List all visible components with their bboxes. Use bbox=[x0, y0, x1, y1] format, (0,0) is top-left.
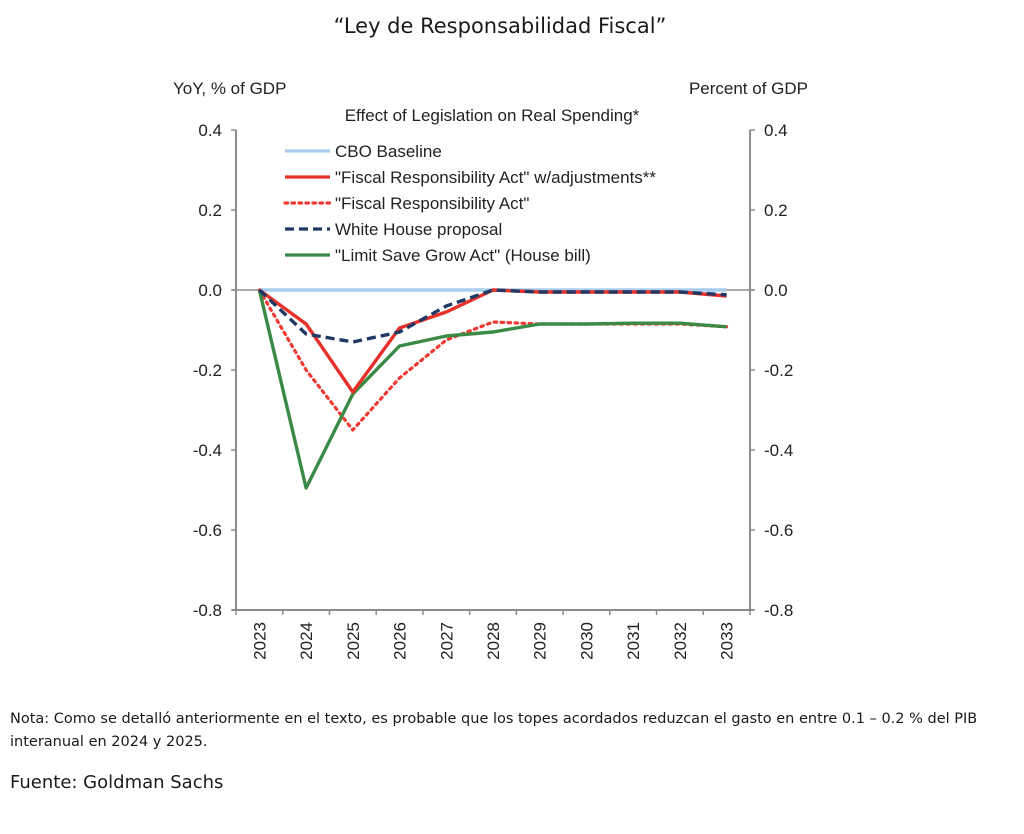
x-tick-label: 2033 bbox=[718, 622, 737, 660]
legend-label: "Fiscal Responsibility Act" bbox=[335, 194, 529, 213]
chart: YoY, % of GDP Percent of GDP Effect of L… bbox=[173, 79, 808, 660]
source-text: Fuente: Goldman Sachs bbox=[10, 772, 224, 793]
note-text: Nota: Como se detalló anteriormente en e… bbox=[10, 711, 978, 750]
legend-label: "Limit Save Grow Act" (House bill) bbox=[335, 246, 591, 265]
series-line-1 bbox=[258, 288, 727, 394]
y-tick-label-left: 0.2 bbox=[198, 201, 222, 220]
y-tick-label-right: -0.6 bbox=[764, 521, 793, 540]
x-tick-label: 2032 bbox=[671, 622, 690, 660]
x-tick-label: 2026 bbox=[391, 622, 410, 660]
series-line-3 bbox=[258, 288, 727, 344]
x-tick-label: 2023 bbox=[250, 622, 269, 660]
y-tick-label-left: -0.6 bbox=[193, 521, 222, 540]
x-tick-label: 2024 bbox=[297, 622, 316, 660]
y-tick-label-left: -0.4 bbox=[193, 441, 222, 460]
y-tick-label-right: 0.0 bbox=[764, 281, 788, 300]
legend: CBO Baseline "Fiscal Responsibility Act" … bbox=[283, 142, 656, 265]
series-layer bbox=[257, 288, 729, 490]
series-line-4 bbox=[257, 289, 727, 490]
y-axis-left-label: YoY, % of GDP bbox=[173, 79, 286, 98]
y-tick-label-right: -0.2 bbox=[764, 361, 793, 380]
legend-label: White House proposal bbox=[335, 220, 502, 239]
x-tick-label: 2027 bbox=[437, 622, 456, 660]
chart-title: Effect of Legislation on Real Spending* bbox=[345, 106, 640, 125]
y-tick-label-right: -0.4 bbox=[764, 441, 793, 460]
y-tick-label-left: 0.0 bbox=[198, 281, 222, 300]
y-tick-label-right: 0.4 bbox=[764, 121, 788, 140]
legend-label: CBO Baseline bbox=[335, 142, 442, 161]
y-tick-label-left: -0.2 bbox=[193, 361, 222, 380]
axes: 0.4 0.4 0.2 0.2 0.0 0.0 -0.2 -0.2 -0.4 -0.4 -0.6 -0… bbox=[193, 121, 794, 660]
page-title: “Ley de Responsabilidad Fiscal” bbox=[333, 14, 667, 38]
y-tick-label-right: -0.8 bbox=[764, 601, 793, 620]
y-tick-label-right: 0.2 bbox=[764, 201, 788, 220]
x-tick-label: 2031 bbox=[624, 622, 643, 660]
x-tick-label: 2025 bbox=[344, 622, 363, 660]
x-tick-label: 2028 bbox=[484, 622, 503, 660]
x-tick-label: 2030 bbox=[577, 622, 596, 660]
y-tick-label-left: -0.8 bbox=[193, 601, 222, 620]
x-tick-label: 2029 bbox=[531, 622, 550, 660]
legend-label: "Fiscal Responsibility Act" w/adjustment… bbox=[335, 168, 656, 187]
y-tick-label-left: 0.4 bbox=[198, 121, 222, 140]
y-axis-right-label: Percent of GDP bbox=[689, 79, 808, 98]
